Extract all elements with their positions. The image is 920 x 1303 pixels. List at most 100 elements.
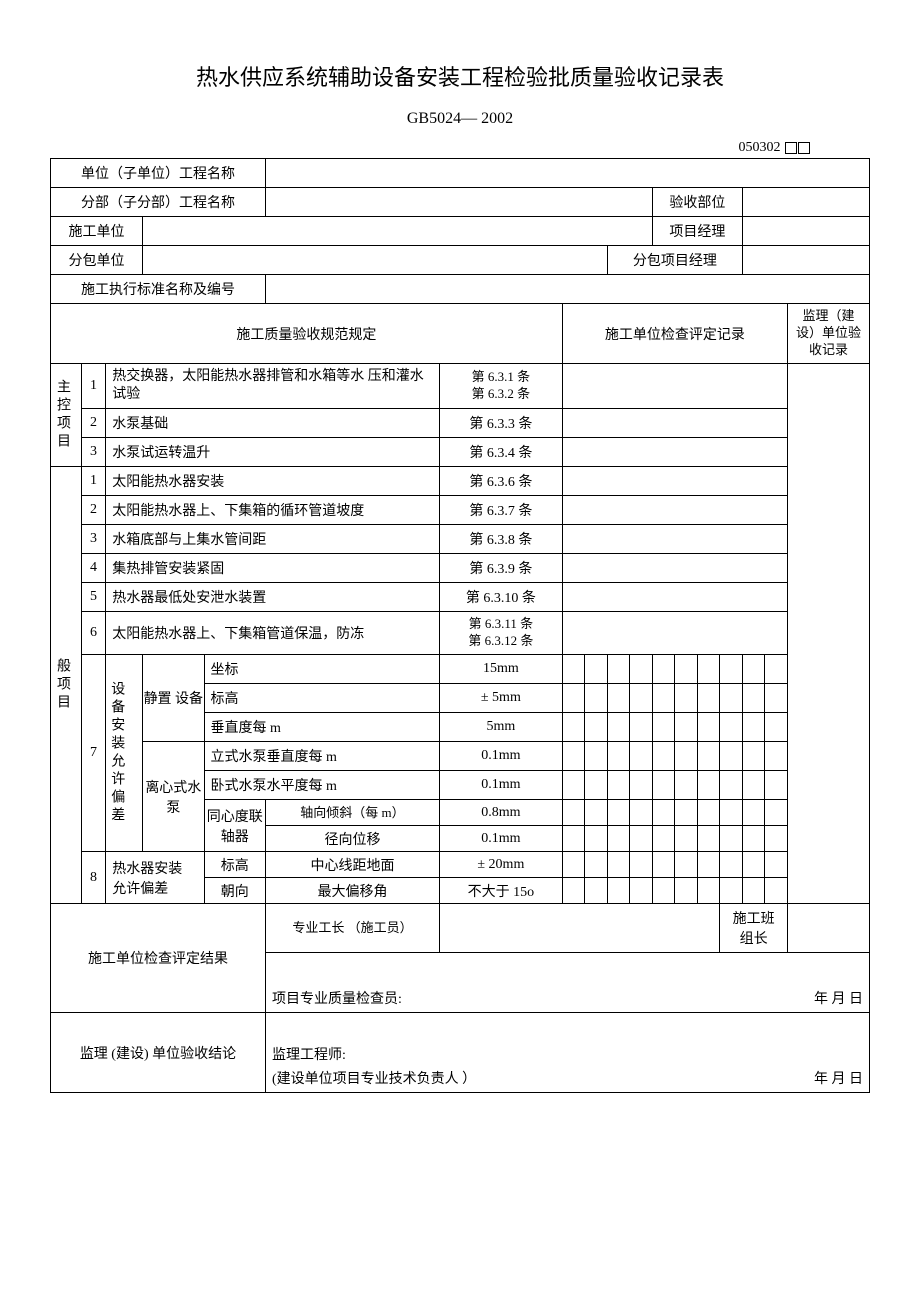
g7dc10[interactable] [765,742,788,771]
g7fc9[interactable] [742,800,765,826]
g-check-4[interactable] [562,554,787,583]
g8bc3[interactable] [607,878,630,904]
g8ac3[interactable] [607,852,630,878]
mc-check-1[interactable] [562,364,787,409]
g7c4[interactable] [630,655,653,684]
g7gc6[interactable] [675,826,698,852]
g8ac5[interactable] [652,852,675,878]
g7cc3[interactable] [607,713,630,742]
g7c6[interactable] [675,655,698,684]
g7bc9[interactable] [742,684,765,713]
input-accept-location[interactable] [742,188,869,217]
g7dc3[interactable] [607,742,630,771]
g7cc9[interactable] [742,713,765,742]
g7cc5[interactable] [652,713,675,742]
g8ac2[interactable] [585,852,608,878]
g7c5[interactable] [652,655,675,684]
g7c2[interactable] [585,655,608,684]
g8bc1[interactable] [562,878,585,904]
input-sub-project[interactable] [265,188,652,217]
g8ac10[interactable] [765,852,788,878]
g7bc6[interactable] [675,684,698,713]
g7gc4[interactable] [630,826,653,852]
g7ec2[interactable] [585,771,608,800]
g8bc7[interactable] [697,878,720,904]
input-unit-project[interactable] [265,159,869,188]
g8bc8[interactable] [720,878,743,904]
g8ac1[interactable] [562,852,585,878]
g7gc3[interactable] [607,826,630,852]
g7c10[interactable] [765,655,788,684]
g7ec8[interactable] [720,771,743,800]
g7gc5[interactable] [652,826,675,852]
quality-inspector-area[interactable]: 项目专业质量检查员: 年 月 日 [265,953,869,1013]
g7cc4[interactable] [630,713,653,742]
g7fc7[interactable] [697,800,720,826]
g7bc2[interactable] [585,684,608,713]
g7ec10[interactable] [765,771,788,800]
g7cc8[interactable] [720,713,743,742]
g-check-6[interactable] [562,612,787,655]
g7fc5[interactable] [652,800,675,826]
g7dc6[interactable] [675,742,698,771]
g7fc4[interactable] [630,800,653,826]
g7bc3[interactable] [607,684,630,713]
g7bc5[interactable] [652,684,675,713]
g7dc1[interactable] [562,742,585,771]
g7bc8[interactable] [720,684,743,713]
input-team-leader[interactable] [787,904,869,953]
g-check-2[interactable] [562,496,787,525]
g7gc8[interactable] [720,826,743,852]
g7bc7[interactable] [697,684,720,713]
g7cc2[interactable] [585,713,608,742]
g7ec7[interactable] [697,771,720,800]
g7dc7[interactable] [697,742,720,771]
g8bc2[interactable] [585,878,608,904]
g7cc6[interactable] [675,713,698,742]
g7cc7[interactable] [697,713,720,742]
g7gc2[interactable] [585,826,608,852]
g7bc4[interactable] [630,684,653,713]
input-foreman[interactable] [439,904,719,953]
g7cc1[interactable] [562,713,585,742]
g7gc7[interactable] [697,826,720,852]
supervisor-area[interactable]: 监理工程师: (建设单位项目专业技术负责人 ） 年 月 日 [265,1013,869,1093]
g8ac4[interactable] [630,852,653,878]
g8ac8[interactable] [720,852,743,878]
mc-check-3[interactable] [562,438,787,467]
g7fc3[interactable] [607,800,630,826]
g7fc6[interactable] [675,800,698,826]
g7dc2[interactable] [585,742,608,771]
g7c1[interactable] [562,655,585,684]
g8bc6[interactable] [675,878,698,904]
g-check-1[interactable] [562,467,787,496]
g7cc10[interactable] [765,713,788,742]
g7dc5[interactable] [652,742,675,771]
supervisor-record-area[interactable] [787,364,869,904]
g8ac6[interactable] [675,852,698,878]
g7ec1[interactable] [562,771,585,800]
g7c3[interactable] [607,655,630,684]
input-standard[interactable] [265,275,869,304]
g7ec4[interactable] [630,771,653,800]
g8ac7[interactable] [697,852,720,878]
g7bc10[interactable] [765,684,788,713]
input-pm[interactable] [742,217,869,246]
g7ec5[interactable] [652,771,675,800]
g8bc9[interactable] [742,878,765,904]
g7dc8[interactable] [720,742,743,771]
g7dc9[interactable] [742,742,765,771]
g7ec9[interactable] [742,771,765,800]
g7ec3[interactable] [607,771,630,800]
g-check-5[interactable] [562,583,787,612]
g8bc4[interactable] [630,878,653,904]
g7fc10[interactable] [765,800,788,826]
input-sub-pm[interactable] [742,246,869,275]
g7gc1[interactable] [562,826,585,852]
g7c8[interactable] [720,655,743,684]
g7dc4[interactable] [630,742,653,771]
g7fc1[interactable] [562,800,585,826]
g7ec6[interactable] [675,771,698,800]
g7c7[interactable] [697,655,720,684]
g8bc5[interactable] [652,878,675,904]
